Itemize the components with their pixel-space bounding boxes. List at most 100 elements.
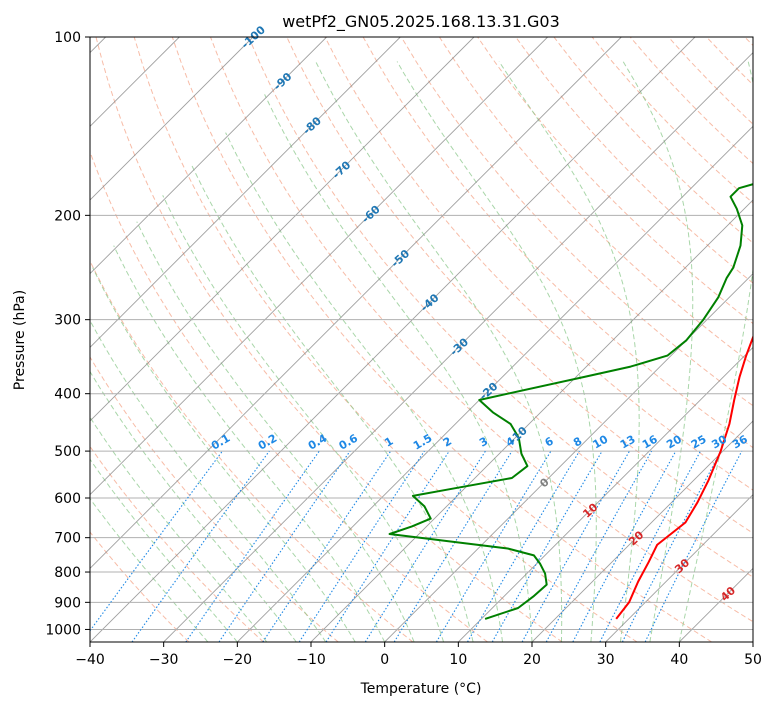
x-tick-label: −10 — [296, 652, 326, 668]
pressure-gridlines — [90, 37, 753, 630]
isotherm-line — [384, 273, 753, 642]
x-tick-label: −30 — [149, 652, 179, 668]
y-tick-label: 300 — [54, 313, 81, 329]
mixing-ratio-line — [572, 450, 677, 642]
moist-adiabat — [396, 61, 597, 642]
mixing-ratio-line — [545, 450, 653, 642]
y-tick-label: 500 — [54, 444, 81, 460]
mixing-ratio-label: 1.5 — [411, 432, 434, 453]
y-tick-label: 400 — [54, 387, 81, 403]
moist-adiabat — [136, 221, 415, 642]
mixing-ratio-line — [364, 450, 486, 642]
moist-adiabat — [92, 267, 356, 642]
isotherm-line — [605, 494, 753, 642]
plot-area — [90, 37, 753, 642]
isotherm-line — [752, 641, 753, 642]
isotherm-line — [458, 346, 753, 642]
x-tick-label: 40 — [670, 652, 688, 668]
y-tick-label: 100 — [54, 30, 81, 46]
dry-adiabat — [400, 37, 753, 407]
y-tick-label: 700 — [54, 531, 81, 547]
y-axis-label: Pressure (hPa) — [12, 290, 28, 390]
dry-adiabat — [438, 37, 753, 366]
moist-adiabat — [113, 245, 386, 642]
isotherm-line — [679, 567, 753, 642]
x-tick-label: 50 — [744, 652, 762, 668]
y-tick-label: 600 — [54, 491, 81, 507]
dry-adiabat — [324, 37, 753, 491]
mixing-ratio-line — [90, 450, 223, 632]
mixing-ratio-line — [599, 450, 701, 642]
isotherm-line — [90, 37, 548, 496]
mixing-ratio-label: 13 — [618, 433, 638, 452]
moist-adiabat — [622, 61, 694, 642]
moist-adiabat — [191, 165, 474, 642]
dewpoint-line — [388, 183, 753, 620]
moist-adiabat — [678, 61, 753, 642]
mixing-ratio-label: 1 — [382, 435, 395, 450]
moist-adiabat — [90, 370, 297, 642]
mixing-ratio-line — [644, 450, 743, 642]
isotherm-line — [90, 37, 254, 201]
mixing-ratio-line — [185, 450, 320, 642]
mixing-ratio-line — [262, 450, 392, 642]
mixing-ratio-line — [521, 450, 630, 642]
x-tick-label: 10 — [449, 652, 467, 668]
moist-adiabat — [315, 61, 563, 642]
isotherm-line — [90, 37, 327, 275]
mixing-ratio-label: 0.1 — [209, 432, 232, 453]
mixing-ratio-line — [435, 450, 552, 642]
chart-title: wetPf2_GN05.2025.168.13.31.G03 — [282, 12, 560, 32]
mixing-ratio-label: 8 — [571, 435, 584, 450]
moist-adiabat — [162, 195, 445, 642]
moist-adiabat — [90, 458, 238, 642]
dry-adiabat — [706, 37, 753, 86]
isotherm-label: 10 — [580, 500, 600, 520]
y-tick-label: 200 — [54, 208, 81, 224]
dry-adiabat — [362, 37, 753, 449]
mixing-ratio-label: 10 — [591, 432, 611, 451]
plot-frame — [89, 36, 754, 643]
dry-adiabat — [744, 37, 753, 47]
dry-adiabat — [90, 150, 488, 642]
moist-adiabat — [264, 94, 533, 642]
moist-adiabat — [498, 61, 640, 642]
dry-adiabat — [515, 37, 753, 284]
moist-adiabat — [90, 319, 327, 642]
dry-adiabats — [90, 37, 753, 642]
mixing-ratio-line — [131, 450, 270, 642]
x-tick-label: 0 — [380, 652, 389, 668]
x-axis-ticks: −40 −30 −20 −10 0 10 20 30 40 50 — [75, 642, 762, 668]
mixing-ratio-lines — [90, 450, 743, 642]
x-tick-label: −40 — [75, 652, 105, 668]
mixing-ratio-label: 36 — [730, 432, 750, 451]
isotherm-line — [90, 37, 475, 422]
sounding-series — [388, 183, 753, 620]
dry-adiabat — [90, 531, 190, 642]
dry-adiabat — [95, 37, 563, 642]
mixing-ratio-line — [218, 450, 351, 642]
dry-adiabat — [90, 445, 264, 642]
y-tick-label: 1000 — [45, 622, 81, 638]
mixing-ratio-label: 6 — [543, 434, 556, 449]
isotherm-label: 40 — [718, 584, 738, 604]
mixing-ratio-line — [621, 450, 722, 642]
x-tick-label: −20 — [223, 652, 253, 668]
isotherm-line — [90, 37, 696, 642]
y-tick-label: 800 — [54, 565, 81, 581]
y-axis-ticks: 100 200 300 400 500 600 700 800 900 1000 — [45, 30, 90, 638]
dry-adiabat — [210, 37, 753, 623]
x-tick-label: 20 — [523, 652, 541, 668]
isotherm-line — [310, 199, 753, 642]
dry-adiabat — [90, 356, 339, 642]
isotherm-line — [163, 52, 753, 642]
moist-adiabat — [90, 497, 209, 642]
dry-adiabat — [133, 37, 638, 642]
isotherm-label: 30 — [672, 556, 692, 576]
moist-adiabats — [90, 61, 753, 642]
isotherm-line — [237, 125, 753, 642]
x-axis-label: Temperature (°C) — [360, 681, 482, 697]
dry-adiabat — [668, 37, 753, 125]
dry-adiabat — [248, 37, 753, 578]
